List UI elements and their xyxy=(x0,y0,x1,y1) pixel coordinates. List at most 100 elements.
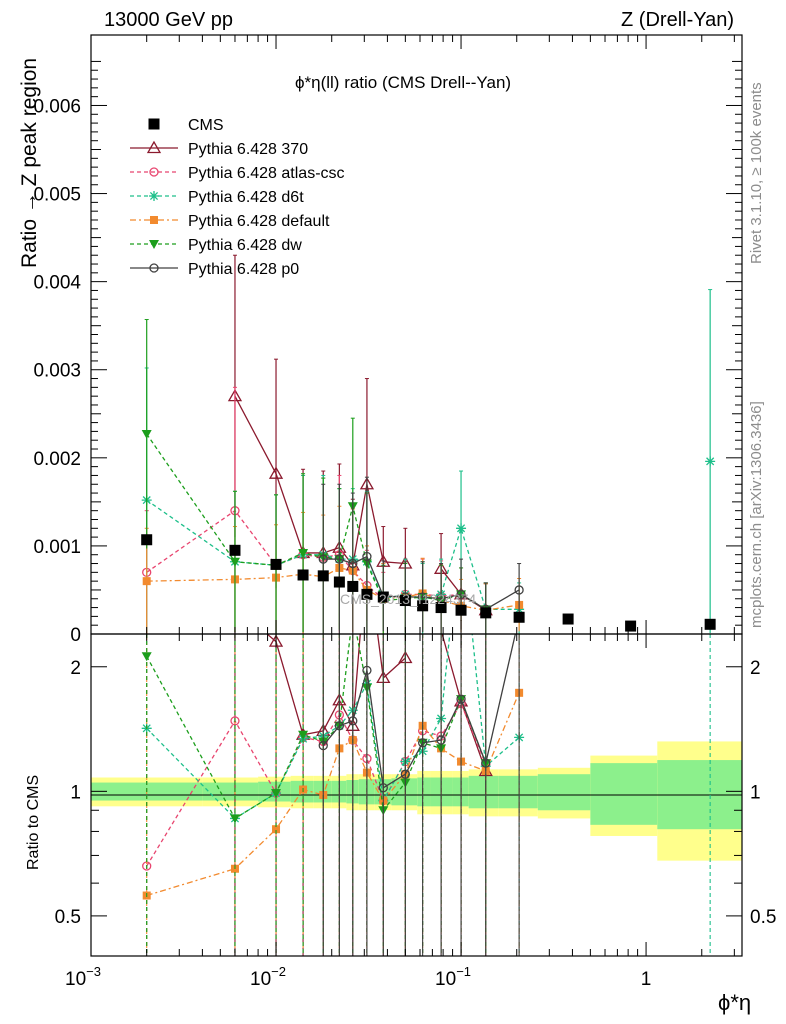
ratio-series-pythia-6-428-p0 xyxy=(318,634,520,956)
ratio-line xyxy=(146,634,487,820)
data-point xyxy=(562,613,574,625)
data-point xyxy=(417,600,429,612)
ratio-point xyxy=(481,758,491,768)
header-right: Z (Drell-Yan) xyxy=(621,9,734,31)
data-point xyxy=(456,523,467,534)
data-point xyxy=(141,430,152,440)
ratio-y-tick-label-right: 0.5 xyxy=(750,907,776,928)
data-point xyxy=(298,548,309,558)
ratio-plot-series xyxy=(141,634,711,956)
legend-marker xyxy=(149,167,159,177)
ratio-point xyxy=(362,665,372,676)
ratio-point xyxy=(318,740,328,751)
ratio-point xyxy=(417,738,428,748)
legend-marker xyxy=(150,216,158,224)
x-tick-label: 1 xyxy=(641,969,652,990)
ratio-point xyxy=(348,716,358,726)
data-point xyxy=(377,591,389,603)
legend-marker xyxy=(149,240,159,249)
data-point xyxy=(625,620,637,632)
ratio-point xyxy=(229,814,240,824)
data-point xyxy=(333,576,345,588)
data-point xyxy=(362,551,372,562)
data-point xyxy=(334,554,345,564)
ratio-y-tick-label: 2 xyxy=(70,658,81,679)
legend-item-pythia-6-428-370: Pythia 6.428 370 xyxy=(130,140,308,158)
plot-title: ϕ*η(ll) ratio (CMS Drell--Yan) xyxy=(295,73,511,92)
data-point xyxy=(456,589,466,600)
legend-label: Pythia 6.428 dw xyxy=(188,237,302,254)
data-point xyxy=(142,577,151,586)
band-stat-13 xyxy=(468,775,499,809)
ratio-point xyxy=(272,825,281,834)
data-point xyxy=(141,534,153,546)
series-line xyxy=(146,499,520,610)
y-axis-title-ratio: Ratio to CMS xyxy=(25,775,42,870)
y-tick-label: 0.005 xyxy=(33,185,81,206)
band-stat-10 xyxy=(417,777,431,807)
x-axis-title: ϕ*η xyxy=(718,990,751,1015)
band-stat-14 xyxy=(498,775,538,809)
ratio-y-tick-label: 1 xyxy=(70,782,81,803)
y-axis-title-main: Ratio → Z peak region xyxy=(18,58,41,268)
ratio-point xyxy=(271,789,282,799)
ratio-uncertainty-bands xyxy=(91,741,742,861)
rivet-label: Rivet 3.1.10, ≥ 100k events xyxy=(748,82,765,264)
data-point xyxy=(270,558,282,570)
data-point xyxy=(361,588,373,600)
legend-item-pythia-6-428-default: Pythia 6.428 default xyxy=(130,213,330,230)
legend-label: Pythia 6.428 370 xyxy=(188,141,308,158)
data-point xyxy=(348,558,358,569)
x-tick-label: 10−1 xyxy=(435,964,471,990)
y-tick-label: 0.006 xyxy=(33,96,81,117)
data-point xyxy=(318,554,328,564)
ratio-y-tick-label-right: 1 xyxy=(750,782,761,803)
legend-label: Pythia 6.428 default xyxy=(188,213,330,230)
data-point xyxy=(399,595,411,607)
tick-labels: 10−3 10−2 10−1 1 0 0.001 0.002 0.003 0.004 0.005 0… xyxy=(33,96,776,990)
data-point xyxy=(455,604,467,616)
legend-item-cms: CMS xyxy=(148,117,224,134)
ratio-plot-frame xyxy=(90,633,743,957)
main-plot-series xyxy=(141,254,716,634)
watermark: CMS_2013_I1224374 xyxy=(340,591,476,607)
x-tick-label: 10−3 xyxy=(65,964,101,990)
band-stat-1 xyxy=(202,782,259,801)
legend-label: CMS xyxy=(188,117,224,134)
ratio-point xyxy=(334,721,345,731)
data-point xyxy=(705,456,716,467)
data-point xyxy=(229,544,241,556)
legend-item-pythia-6-428-d6t: Pythia 6.428 d6t xyxy=(130,189,304,206)
legend-item-pythia-6-428-atlas-csc: Pythia 6.428 atlas-csc xyxy=(130,165,345,182)
legend-item-pythia-6-428-p0: Pythia 6.428 p0 xyxy=(130,261,299,278)
ratio-point xyxy=(436,735,446,745)
data-point xyxy=(480,607,492,619)
data-point xyxy=(268,466,284,479)
data-point xyxy=(317,570,329,582)
ratio-line xyxy=(322,634,517,789)
axes-ticks xyxy=(90,35,742,957)
legend-marker xyxy=(149,263,159,273)
series-pythia-6-428-d6t xyxy=(141,289,716,634)
data-point xyxy=(435,602,447,614)
data-point xyxy=(297,569,309,581)
legend-marker xyxy=(148,118,160,130)
header-left: 13000 GeV pp xyxy=(104,9,233,31)
ratio-line xyxy=(146,702,487,867)
ratio-y-tick-label-right: 2 xyxy=(750,658,761,679)
y-tick-label: 0.001 xyxy=(33,537,81,558)
legend: CMS Pythia 6.428 370 Pythia 6.428 atlas-cs… xyxy=(130,117,345,278)
data-point xyxy=(704,618,716,630)
y-tick-label: 0.002 xyxy=(33,449,81,470)
series-cms xyxy=(141,534,716,632)
legend-item-pythia-6-428-dw: Pythia 6.428 dw xyxy=(130,237,302,254)
series-line xyxy=(146,433,487,610)
ratio-point xyxy=(298,730,309,740)
ratio-point xyxy=(141,652,152,662)
data-point xyxy=(513,611,525,623)
ratio-point xyxy=(230,716,240,726)
legend-label: Pythia 6.428 p0 xyxy=(188,261,299,278)
data-point xyxy=(514,585,524,595)
series-pythia-6-428-dw xyxy=(141,319,491,634)
